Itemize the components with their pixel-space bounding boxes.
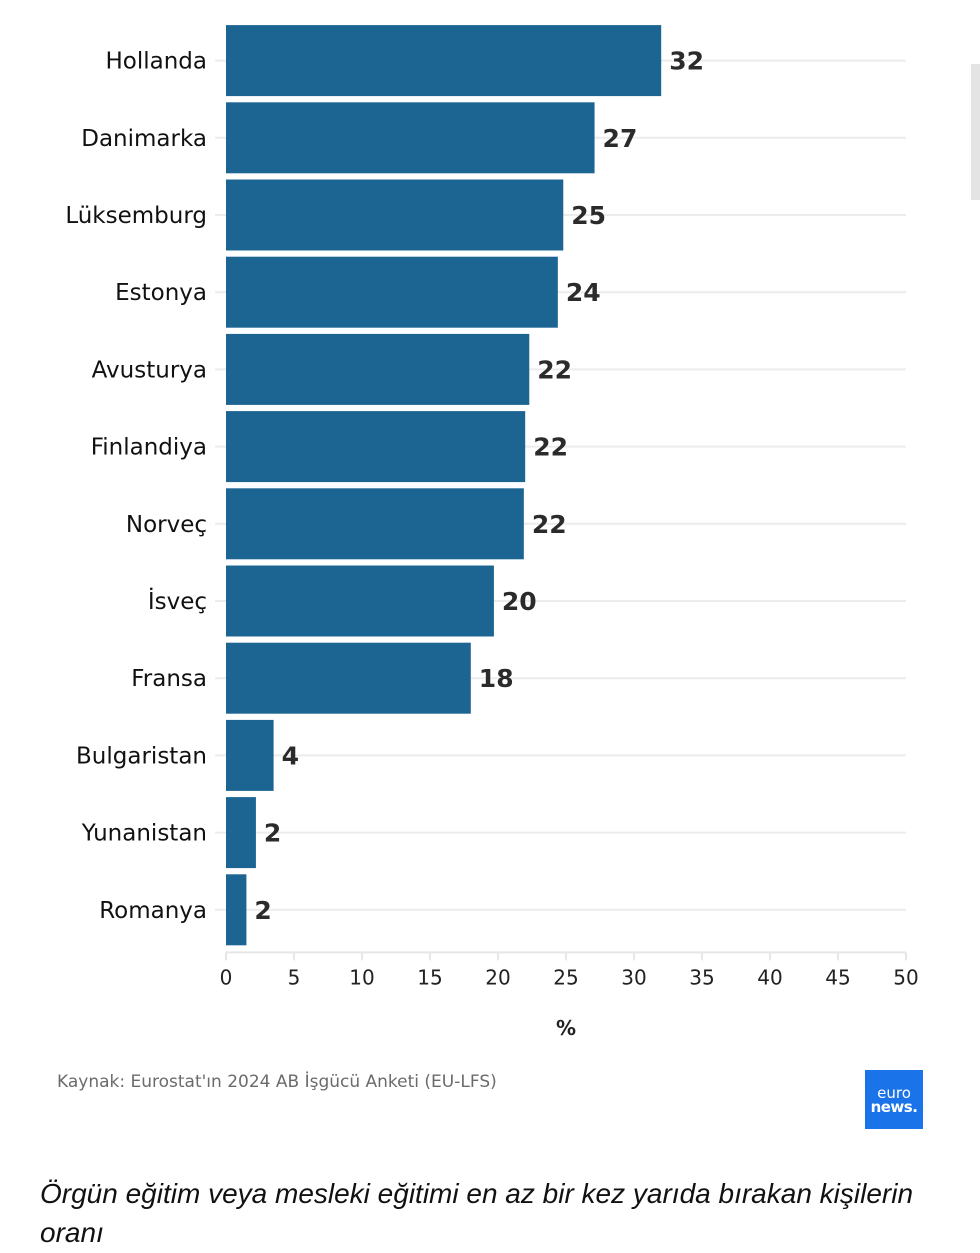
value-label: 2: [264, 819, 281, 848]
category-label: Romanya: [99, 898, 207, 924]
x-axis-title: %: [556, 1016, 576, 1040]
category-label: Estonya: [115, 280, 207, 306]
bar-4: [226, 333, 530, 405]
x-tick-label: 45: [825, 965, 850, 989]
bar-6: [226, 488, 524, 560]
chart-caption: Örgün eğitim veya mesleki eğitimi en az …: [40, 1178, 914, 1248]
value-label: 22: [537, 355, 572, 384]
category-label: İsveç: [148, 587, 207, 615]
bar-8: [226, 642, 471, 714]
category-label: Bulgaristan: [76, 743, 207, 769]
bar-10: [226, 797, 256, 869]
value-label: 20: [502, 587, 537, 616]
x-tick-label: 50: [893, 965, 918, 989]
bar-7: [226, 565, 494, 637]
category-label: Fransa: [131, 666, 207, 692]
bar-11: [226, 874, 247, 946]
x-tick-label: 15: [417, 965, 442, 989]
x-axis: 0 5 10 15 20 25 30 35 40 45 50: [220, 951, 919, 989]
logo-line-2: news.: [870, 1097, 918, 1116]
logo-line-1: euro: [877, 1083, 911, 1102]
x-tick-label: 5: [288, 965, 301, 989]
value-label: 22: [532, 510, 567, 539]
bar-5: [226, 411, 526, 483]
value-label: 24: [566, 278, 601, 307]
x-tick-label: 0: [220, 965, 233, 989]
value-label: 4: [282, 741, 299, 770]
x-tick-label: 10: [349, 965, 374, 989]
bars: [226, 25, 662, 946]
bar-9: [226, 719, 274, 791]
category-label: Danimarka: [81, 126, 207, 152]
value-label: 25: [571, 201, 606, 230]
bar-2: [226, 179, 564, 251]
category-label: Yunanistan: [81, 821, 207, 847]
bar-1: [226, 102, 595, 174]
x-tick-label: 25: [553, 965, 578, 989]
value-label: 32: [669, 47, 704, 76]
category-label: Avusturya: [92, 357, 207, 383]
source-note: Kaynak: Eurostat'ın 2024 AB İşgücü Anket…: [57, 1072, 497, 1092]
x-tick-label: 20: [485, 965, 510, 989]
bar-chart: Hollanda Danimarka Lüksemburg Estonya Avustu…: [65, 25, 919, 1040]
value-label: 2: [254, 896, 271, 925]
value-label: 18: [479, 664, 514, 693]
euronews-logo: euro news.: [865, 1070, 923, 1129]
x-tick-label: 30: [621, 965, 646, 989]
category-label: Norveç: [126, 512, 207, 538]
value-label: 22: [533, 433, 568, 462]
category-labels: Hollanda Danimarka Lüksemburg Estonya Avustu…: [65, 49, 207, 924]
category-label: Finlandiya: [91, 435, 207, 461]
bar-3: [226, 256, 558, 328]
value-label: 27: [603, 124, 638, 153]
category-label: Hollanda: [105, 49, 207, 75]
x-tick-label: 40: [757, 965, 782, 989]
category-label: Lüksemburg: [65, 203, 207, 229]
bar-0: [226, 25, 662, 97]
x-tick-label: 35: [689, 965, 714, 989]
scrollbar-thumb[interactable]: [971, 64, 980, 200]
